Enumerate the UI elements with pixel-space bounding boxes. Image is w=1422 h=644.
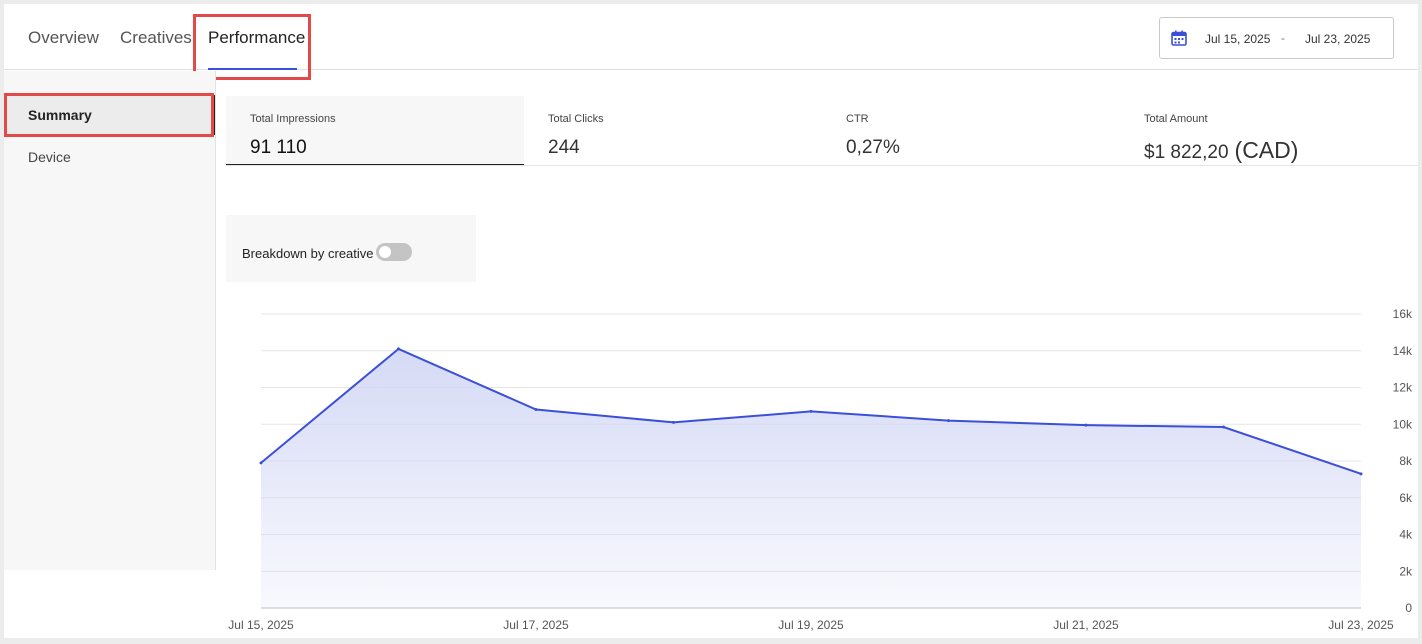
breakdown-toggle-panel: Breakdown by creative [226,215,476,282]
amount-value: $1 822,20 [1144,142,1229,163]
metric-label: Total Amount [1144,113,1208,125]
tab-creatives[interactable]: Creatives [120,28,192,47]
y-tick-label: 0 [1405,601,1412,615]
sidebar-item-device[interactable]: Device [28,149,71,165]
data-point [397,347,400,351]
data-point [1359,472,1363,476]
breakdown-label: Breakdown by creative [242,246,374,261]
active-tab-indicator [208,68,297,70]
x-tick-label: Jul 19, 2025 [778,618,844,632]
y-tick-label: 8k [1399,454,1413,468]
metric-value: 244 [548,137,580,158]
y-tick-label: 2k [1399,564,1413,578]
end-date[interactable]: Jul 23, 2025 [1305,32,1371,46]
sidebar-item-summary[interactable]: Summary [4,95,215,135]
metric-ctr[interactable]: CTR 0,27% [822,96,1120,166]
y-tick-label: 6k [1399,491,1413,505]
metric-total-clicks[interactable]: Total Clicks 244 [524,96,822,166]
metric-total-amount[interactable]: Total Amount $1 822,20 (CAD) [1120,96,1418,166]
currency-label: (CAD) [1234,137,1299,163]
calendar-icon [1171,30,1187,46]
metric-value: 91 110 [250,137,307,158]
date-range-picker[interactable]: Jul 15, 2025 - Jul 23, 2025 [1159,17,1394,59]
metric-label: CTR [846,113,869,125]
toggle-knob [379,246,391,258]
date-separator: - [1281,31,1285,45]
data-point [534,408,538,412]
metric-total-impressions[interactable]: Total Impressions 91 110 [226,96,524,166]
tab-bar: Overview Creatives Performance Jul 15, 2… [4,4,1418,80]
tab-performance[interactable]: Performance [208,28,306,47]
x-tick-label: Jul 23, 2025 [1328,618,1394,632]
performance-panel: Overview Creatives Performance Jul 15, 2… [4,4,1418,638]
metrics-divider [226,165,1418,166]
metric-value: 0,27% [846,137,900,158]
y-tick-label: 10k [1393,417,1413,431]
sidebar: Summary Device [4,71,216,570]
y-tick-label: 14k [1393,344,1413,358]
data-point [1084,423,1088,427]
series-line [260,347,1362,475]
y-tick-label: 16k [1393,307,1413,321]
metric-label: Total Impressions [250,113,336,125]
x-tick-label: Jul 21, 2025 [1053,618,1119,632]
data-point [672,420,675,424]
x-tick-label: Jul 17, 2025 [503,618,569,632]
x-tick-label: Jul 15, 2025 [228,618,294,632]
data-point [947,419,950,423]
area-fill [261,348,1361,608]
metric-value: $1 822,20 (CAD) [1144,137,1298,164]
tab-overview[interactable]: Overview [28,28,99,47]
data-point [259,461,263,465]
start-date[interactable]: Jul 15, 2025 [1205,32,1271,46]
data-point [809,409,813,413]
metric-label: Total Clicks [548,113,604,125]
data-point [1222,425,1225,429]
breakdown-toggle[interactable] [376,243,412,261]
y-tick-label: 12k [1393,381,1413,395]
y-tick-label: 4k [1399,528,1413,542]
